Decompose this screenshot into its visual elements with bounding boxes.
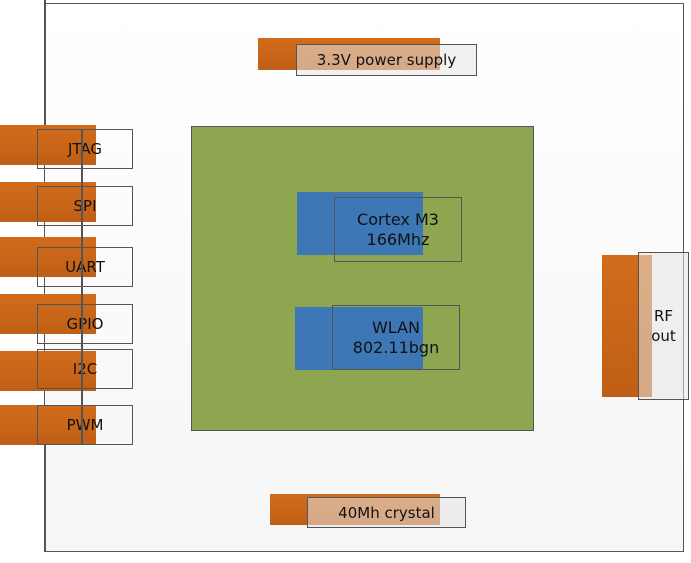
pin-label-uart: UART xyxy=(37,247,133,287)
cpu-clock: 166Mhz xyxy=(366,229,430,249)
pin-block-uart xyxy=(0,237,96,277)
pin-block-jtag xyxy=(0,125,96,165)
pin-label-i2c: I2C xyxy=(37,349,133,389)
wlan-standard: 802.11bgn xyxy=(352,337,440,357)
wlan-label: WLAN 802.11bgn xyxy=(332,305,460,370)
wlan-block xyxy=(295,307,423,370)
cpu-name: Cortex M3 xyxy=(357,209,439,229)
pin-block-pwm xyxy=(0,405,96,445)
pin-label-pwm: PWM xyxy=(37,405,133,445)
pin-label-spi: SPI xyxy=(37,186,133,226)
soc-chip xyxy=(191,126,534,431)
power-supply-label: 3.3V power supply xyxy=(296,44,477,76)
pin-block-gpio xyxy=(0,294,96,334)
pin-block-spi xyxy=(0,182,96,222)
cpu-block xyxy=(297,192,423,255)
pin-label-gpio: GPIO xyxy=(37,304,133,344)
left-connector-line xyxy=(44,0,46,125)
crystal-label: 40Mh crystal xyxy=(307,497,466,528)
rf-out-text: RF out xyxy=(651,307,676,345)
pin-label-jtag: JTAG xyxy=(37,129,133,169)
wlan-name: WLAN xyxy=(371,317,420,337)
pin-divider-line xyxy=(81,129,83,445)
pin-block-i2c xyxy=(0,351,96,391)
cpu-label: Cortex M3 166Mhz xyxy=(334,197,462,262)
left-connector-line-bottom xyxy=(44,445,46,552)
rf-out-label: RF out xyxy=(638,252,689,400)
